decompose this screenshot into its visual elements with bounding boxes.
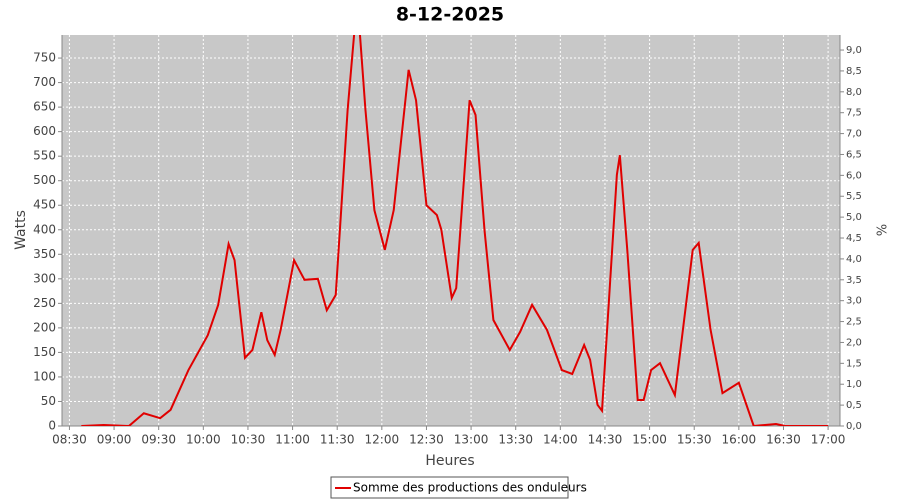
legend-box <box>330 476 569 499</box>
y-tick-label: 550 <box>33 149 56 163</box>
x-tick-label: 15:00 <box>632 433 667 447</box>
chart-title: 8-12-2025 <box>396 4 504 26</box>
x-tick-label: 13:00 <box>454 433 489 447</box>
y2-tick-label: 5,0 <box>846 212 862 223</box>
y-tick-label: 0 <box>48 419 56 433</box>
y-tick-label: 450 <box>33 198 56 212</box>
legend-label: Somme des productions des onduleurs <box>353 481 587 495</box>
legend: Somme des productions des onduleurs <box>330 476 587 499</box>
x-tick-label: 09:00 <box>97 433 132 447</box>
y-tick-label: 150 <box>33 345 56 359</box>
x-tick-label: 12:00 <box>365 433 400 447</box>
x-tick-label: 10:00 <box>186 433 221 447</box>
plot-area <box>62 35 840 426</box>
y2-tick-label: 1,0 <box>846 379 862 390</box>
y2-tick-label: 0,0 <box>846 421 862 432</box>
y2-tick-label: 3,0 <box>846 296 862 307</box>
y-tick-label: 100 <box>33 369 56 383</box>
y2-tick-label: 8,5 <box>846 66 862 77</box>
x-tick-label: 09:30 <box>141 433 176 447</box>
y2-axis-label: % <box>873 224 888 236</box>
y-tick-label: 750 <box>33 51 56 65</box>
y2-tick-label: 2,0 <box>846 337 862 348</box>
y-tick-label: 600 <box>33 124 56 138</box>
y2-tick-label: 8,0 <box>846 87 862 98</box>
y-tick-label: 350 <box>33 247 56 261</box>
y2-tick-label: 7,5 <box>846 108 862 119</box>
x-tick-label: 15:30 <box>677 433 712 447</box>
y-tick-label: 200 <box>33 320 56 334</box>
y2-tick-label: 9,0 <box>846 45 862 56</box>
x-tick-label: 11:30 <box>320 433 355 447</box>
y2-tick-label: 2,5 <box>846 317 862 328</box>
y-tick-label: 250 <box>33 296 56 310</box>
y2-tick-label: 4,5 <box>846 233 862 244</box>
x-tick-label: 16:30 <box>766 433 801 447</box>
y2-tick-label: 6,0 <box>846 170 862 181</box>
y2-tick-label: 1,5 <box>846 358 862 369</box>
y2-tick-label: 0,5 <box>846 400 862 411</box>
y-axis-label: Watts <box>13 210 29 250</box>
x-tick-label: 16:00 <box>722 433 757 447</box>
x-tick-label: 08:30 <box>52 433 87 447</box>
x-tick-label: 13:30 <box>498 433 533 447</box>
y-tick-label: 300 <box>33 271 56 285</box>
y2-tick-label: 5,5 <box>846 191 862 202</box>
x-tick-label: 11:00 <box>275 433 310 447</box>
y-tick-label: 500 <box>33 173 56 187</box>
y2-tick-label: 4,0 <box>846 254 862 265</box>
data-line <box>81 35 829 426</box>
y-tick-label: 50 <box>41 394 56 408</box>
x-tick-label: 12:30 <box>409 433 444 447</box>
y2-tick-label: 7,0 <box>846 129 862 140</box>
y2-tick-label: 3,5 <box>846 275 862 286</box>
y-tick-label: 650 <box>33 100 56 114</box>
y-tick-label: 700 <box>33 75 56 89</box>
y2-tick-label: 6,5 <box>846 149 862 160</box>
y-tick-label: 400 <box>33 222 56 236</box>
x-axis-label: Heures <box>425 453 474 469</box>
x-tick-label: 17:00 <box>811 433 846 447</box>
x-tick-label: 14:00 <box>543 433 578 447</box>
x-tick-label: 14:30 <box>588 433 623 447</box>
x-tick-label: 10:30 <box>231 433 266 447</box>
